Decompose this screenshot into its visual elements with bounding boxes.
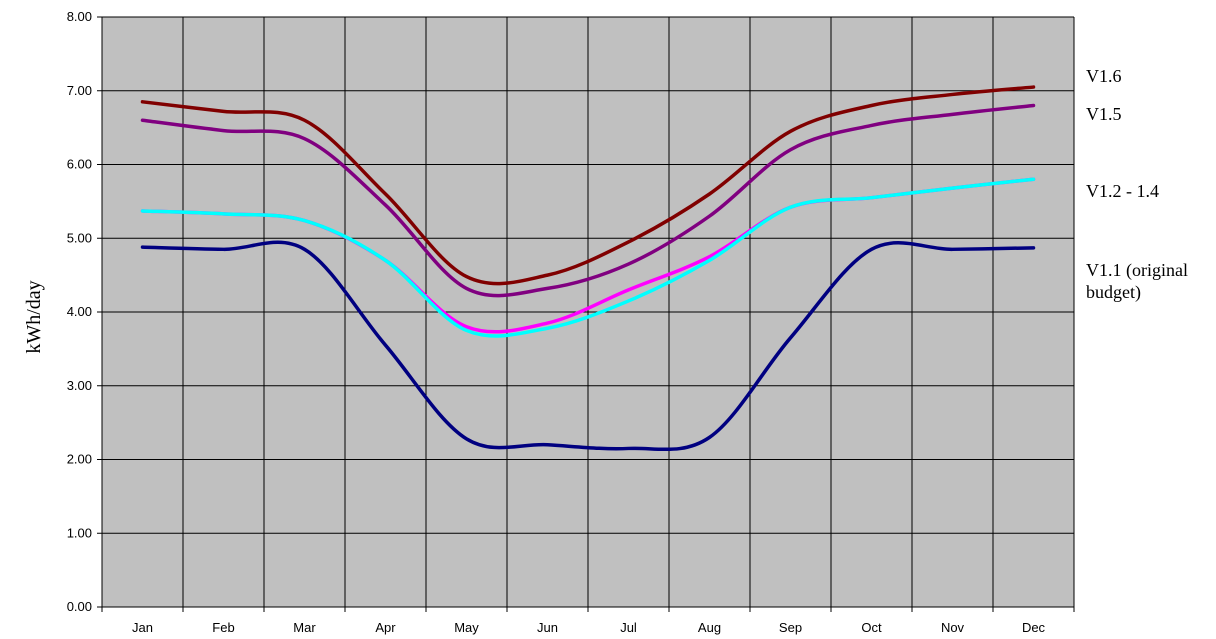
legend-label: V1.1 (original [1086, 260, 1188, 281]
x-tick-label: Sep [779, 620, 802, 635]
y-tick-label: 4.00 [67, 304, 92, 319]
x-tick-label: Jul [620, 620, 637, 635]
x-tick-label: Dec [1022, 620, 1046, 635]
legend-label: budget) [1086, 282, 1141, 303]
x-tick-label: Mar [293, 620, 316, 635]
series-line-0 [140, 85, 1036, 286]
legend-label: V1.2 - 1.4 [1086, 181, 1159, 201]
y-axis-ticks: 0.00 1.00 2.00 3.00 4.00 5.00 6.00 7.00 8.00 [67, 9, 92, 614]
legend-label: V1.6 [1086, 66, 1122, 86]
y-axis-title: kWh/day [23, 280, 45, 353]
x-tick-label: Nov [941, 620, 965, 635]
series-lines [140, 85, 1036, 452]
series-line-4 [140, 240, 1036, 452]
x-tick-label: Jun [537, 620, 558, 635]
y-tick-label: 8.00 [67, 9, 92, 24]
series-line-3 [140, 177, 1036, 338]
y-tick-label: 0.00 [67, 599, 92, 614]
y-tick-label: 6.00 [67, 157, 92, 172]
grid-lines [97, 16, 1075, 612]
x-tick-label: Jan [132, 620, 153, 635]
y-tick-label: 2.00 [67, 452, 92, 467]
y-tick-label: 1.00 [67, 525, 92, 540]
x-tick-label: Aug [698, 620, 721, 635]
legend-label: V1.5 [1086, 104, 1122, 124]
x-tick-label: May [454, 620, 479, 635]
x-axis-ticks: Jan Feb Mar Apr May Jun Jul Aug Sep Oct Nov Dec [132, 620, 1046, 635]
y-tick-label: 7.00 [67, 83, 92, 98]
y-tick-label: 3.00 [67, 378, 92, 393]
y-tick-label: 5.00 [67, 230, 92, 245]
x-tick-label: Oct [861, 620, 882, 635]
x-tick-label: Apr [375, 620, 396, 635]
x-tick-label: Feb [212, 620, 234, 635]
series-line-1 [140, 103, 1036, 298]
